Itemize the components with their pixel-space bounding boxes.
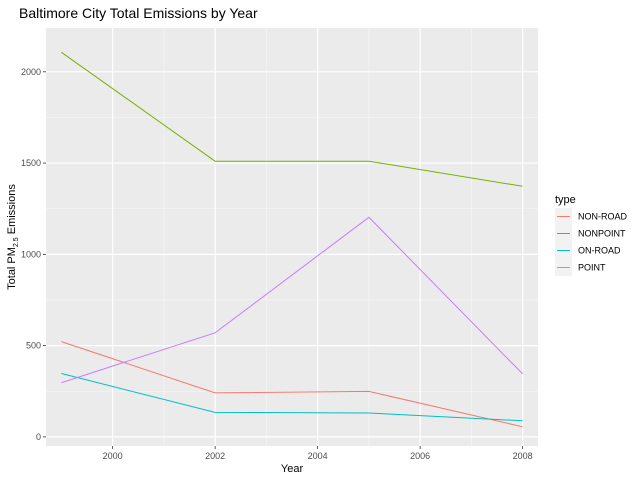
legend-label: POINT: [578, 263, 606, 273]
x-tick-label: 2002: [205, 451, 225, 461]
legend: type NON-ROAD NONPOINT ON-ROAD POINT: [555, 194, 627, 276]
series-line-point: [61, 216, 523, 384]
series-line-non-road: [61, 341, 523, 428]
chart-title: Baltimore City Total Emissions by Year: [19, 5, 258, 21]
series-line-nonpoint: [61, 51, 523, 187]
y-axis-title-subscript: 2.5: [13, 237, 20, 247]
axis-ticks: [43, 71, 524, 449]
x-tick-label: 2000: [103, 451, 123, 461]
x-axis-title: Year: [281, 463, 304, 475]
legend-label: NON-ROAD: [578, 212, 627, 222]
x-tick-label: 2004: [308, 451, 328, 461]
y-tick-label: 1500: [21, 158, 41, 168]
x-tick-label: 2008: [513, 451, 533, 461]
legend-label: NONPOINT: [578, 229, 626, 239]
y-tick-labels: 0 500 1000 1500 2000: [21, 67, 41, 442]
series-lines: [61, 51, 523, 428]
x-tick-label: 2006: [410, 451, 430, 461]
legend-title: type: [555, 194, 576, 206]
y-tick-label: 1000: [21, 249, 41, 259]
y-axis-title-prefix: Total PM: [6, 247, 18, 290]
x-tick-labels: 2000 2002 2004 2006 2008: [103, 451, 533, 461]
plot-panel: [46, 28, 538, 446]
y-tick-label: 0: [36, 432, 41, 442]
y-tick-label: 2000: [21, 67, 41, 77]
y-axis-title-suffix: Emissions: [6, 184, 18, 238]
major-gridlines: [46, 28, 538, 446]
y-axis-title: Total PM2.5 Emissions: [6, 184, 20, 290]
legend-label: ON-ROAD: [578, 246, 621, 256]
y-tick-label: 500: [26, 341, 41, 351]
minor-gridlines: [46, 28, 538, 446]
legend-items: NON-ROAD NONPOINT ON-ROAD POINT: [555, 208, 627, 276]
series-line-on-road: [61, 373, 523, 422]
